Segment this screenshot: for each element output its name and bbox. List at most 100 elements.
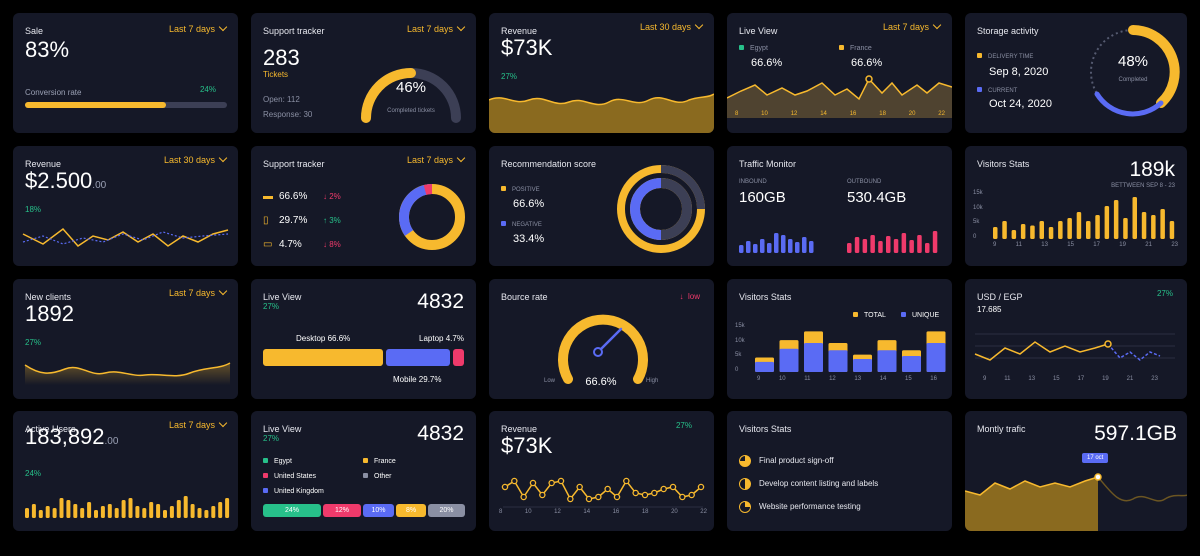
legend-egypt: Egypt [263,458,292,465]
card-title: Traffic Monitor [739,159,797,169]
active-users-bar [66,500,71,518]
inbound-bar [809,241,814,253]
tick-label: 10k [735,337,745,344]
tick-label: 13 [1041,242,1048,248]
tick-label: 19 [1102,376,1109,382]
outbound-bar [878,241,883,253]
visitors-bar [1002,221,1007,239]
period-dropdown[interactable]: Last 7 days [169,286,228,298]
outbound-bar [854,237,860,253]
active-users-bar [59,498,64,518]
tick-label: 16 [849,111,857,117]
revenue-card: Revenue Last 30 days $73K 27% [489,13,714,133]
active-users-bar [87,502,92,518]
tick-label: 10 [778,376,786,382]
tick-label: 10k [973,204,983,211]
data-point [576,483,583,491]
active-users-bar [197,508,202,518]
revenue-card-2: Revenue Last 30 days $2.500.00 18% [13,146,238,266]
task-item[interactable]: Final product sign-off [739,449,878,472]
live-view-card-3: Live View 27% 4832 Egypt France United S… [251,411,476,531]
chevron-down-icon [456,153,466,163]
tick-label: 5k [973,219,980,226]
tick-label: 14 [820,111,827,117]
active-users-bar [52,508,57,518]
inbound-bar [774,233,779,253]
visitors-stats-card-3: Visitors Stats Final product sign-off Dev… [727,411,952,531]
rate-value: 17.685 [977,305,1002,314]
inbound-bar [753,244,758,253]
change-value: 27% [501,72,518,81]
tick-label: 23 [1151,376,1158,382]
outbound-bar [870,235,875,253]
chevron-down-icon [456,22,466,32]
tracker-delta: ↑ 3% [323,215,341,225]
visitors-bar [1169,221,1175,239]
task-item[interactable]: Website performance testing [739,495,878,518]
card-title: USD / EGP [977,292,1023,302]
tick-label: 22 [700,509,707,515]
tick-label: 22 [938,111,945,117]
traffic-area-chart [965,473,1187,531]
chevron-down-icon [932,20,942,30]
tick-label: 11 [1015,242,1022,248]
period-dropdown[interactable]: Last 7 days [169,418,228,430]
tracker-value: 66.6% [279,190,308,202]
laptop-label: Laptop 4.7% [419,334,464,343]
progress-fill [25,102,167,108]
tick-label: 18 [641,509,649,515]
active-users-bar [38,510,43,518]
data-point [501,483,509,491]
unique-bar [779,348,799,372]
tick-label: 9 [983,376,987,382]
active-users-bar [80,508,85,518]
progress-pie-icon [739,500,751,513]
period-dropdown[interactable]: Last 7 days [407,153,466,165]
data-point [669,483,677,491]
tick-label: 15k [973,190,983,196]
period-dropdown[interactable]: Last 30 days [164,153,228,165]
outbound-label: OUTBOUND [847,179,882,185]
change-value: 27% [25,338,42,347]
card-title: Live View [263,424,302,434]
negative-label: NEGATIVE [501,221,542,228]
inbound-bar [739,245,744,253]
period-dropdown[interactable]: Last 30 days [640,20,704,32]
period-dropdown[interactable]: Last 7 days [883,20,942,32]
data-point [632,489,639,497]
active-users-bar [218,502,223,518]
task-item[interactable]: Develop content listing and labels [739,472,878,495]
active-users-bar [114,508,119,518]
y-axis-ticks: 15k 10k 5k 0 [973,190,983,240]
visitors-value: 189k [1129,158,1175,181]
tick-label: 15 [1067,242,1074,248]
legend-other: Other [363,473,392,480]
delivery-date: Sep 8, 2020 [989,66,1049,78]
outbound-bar [901,233,907,253]
x-axis-ticks: 8 10 12 14 16 18 20 22 [735,111,945,117]
tick-label: 20 [671,509,678,515]
laptop-icon: ▭ [263,238,273,250]
data-point [520,493,527,501]
change-value: 24% [199,85,216,94]
gauge-label: Completed tickets [387,108,435,114]
other-segment: 20% [428,504,465,517]
card-title: Montly trafic [977,424,1026,434]
active-users-bar [25,508,29,518]
egypt-segment: 24% [263,504,321,517]
data-point [697,483,705,491]
period-dropdown[interactable]: Last 7 days [169,22,228,34]
period-dropdown[interactable]: Last 7 days [407,22,466,34]
outbound-bar [847,243,852,253]
unique-bar [902,356,921,372]
change-value: 27% [675,421,692,430]
tick-label: 16 [930,376,937,382]
active-users-bar [156,504,161,518]
chevron-down-icon [218,418,228,428]
tickets-label: Tickets [263,70,289,79]
positive-value: 66.6% [513,198,545,210]
data-point [585,495,593,503]
data-point [604,485,611,493]
tick-label: 15 [904,376,912,382]
tracker-donut-chart [398,184,465,250]
